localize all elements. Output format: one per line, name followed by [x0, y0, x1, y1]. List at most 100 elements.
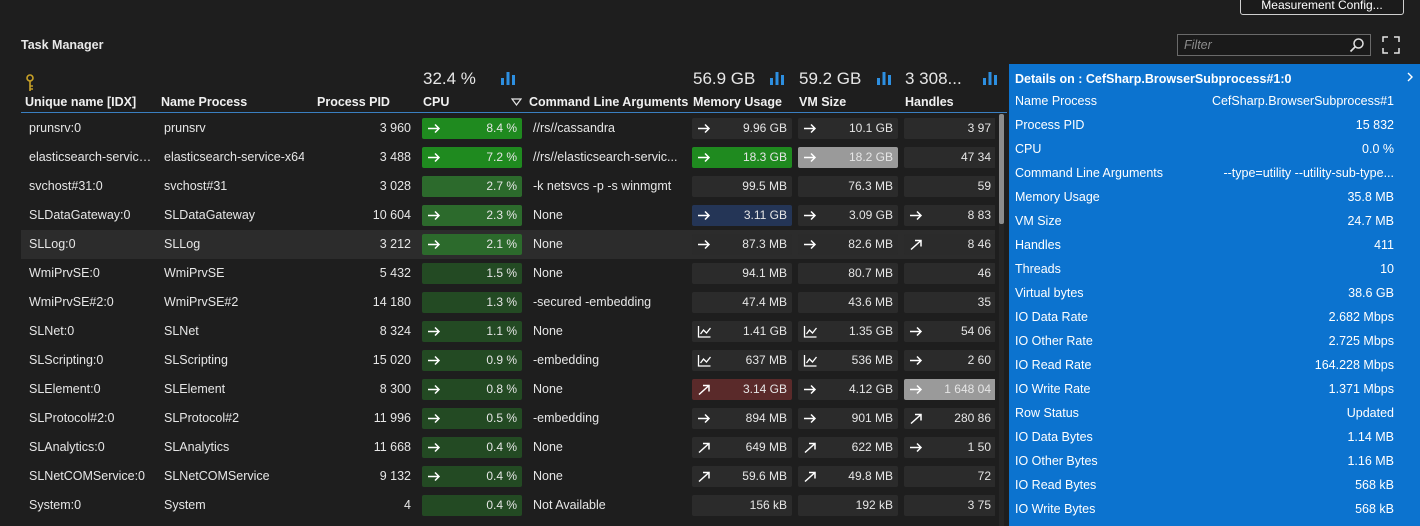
cell-memory: 156 kB [692, 495, 792, 516]
table-scrollbar[interactable] [999, 114, 1004, 526]
cell-command-line: -embedding [533, 411, 600, 425]
detail-row: IO Other Bytes 1.16 MB [1015, 449, 1394, 473]
handles-value: 8 46 [967, 237, 991, 251]
handles-value: 8 83 [967, 208, 991, 222]
cell-vm-size: 49.8 MB [798, 466, 898, 487]
arrow-up-right-icon [910, 239, 922, 251]
memory-value: 87.3 MB [742, 237, 787, 251]
search-icon[interactable] [1349, 37, 1365, 53]
scrollbar-thumb[interactable] [999, 114, 1004, 224]
table-row[interactable]: SLProtocol#2:0 SLProtocol#2 11 996 0.5 % -e… [21, 404, 995, 433]
detail-label: IO Write Rate [1015, 382, 1091, 396]
memory-value: 156 kB [749, 498, 787, 512]
cell-handles: 2 60 [904, 350, 995, 371]
measurement-config-button[interactable]: Measurement Config... [1240, 0, 1404, 15]
table-row[interactable]: System:0 System 4 0.4 % Not Available 156 kB 1… [21, 491, 995, 520]
col-process-pid[interactable]: Process PID [317, 95, 390, 109]
handles-value: 1 50 [967, 440, 991, 454]
cell-unique-name: WmiPrvSE#2:0 [29, 295, 114, 309]
table-row[interactable]: SLAnalytics:0 SLAnalytics 11 668 0.4 % None 6… [21, 433, 995, 462]
cell-command-line: -embedding [533, 353, 600, 367]
detail-row: Memory Usage 35.8 MB [1015, 185, 1394, 209]
table-row[interactable]: elasticsearch-service... elasticsearch-se… [21, 143, 995, 172]
arrow-right-icon [428, 355, 441, 366]
cell-unique-name: svchost#31:0 [29, 179, 103, 193]
cell-handles: 46 [904, 263, 995, 284]
cell-process-pid: 3 488 [379, 150, 411, 164]
cell-handles: 3 97 [904, 118, 995, 139]
col-command-line[interactable]: Command Line Arguments [529, 95, 689, 109]
cell-process-pid: 11 668 [373, 440, 411, 454]
col-memory-usage[interactable]: Memory Usage [693, 95, 782, 109]
filter-input[interactable]: Filter [1177, 34, 1371, 56]
cell-name-process: prunsrv [164, 121, 206, 135]
col-unique-name[interactable]: Unique name [IDX] [25, 95, 137, 109]
cpu-value: 7.2 % [486, 150, 517, 164]
table-row[interactable]: SLLog:0 SLLog 3 212 2.1 % None 87.3 MB 82.6 MB… [21, 230, 995, 259]
table-row[interactable]: svchost#31:0 svchost#31 3 028 2.7 % -k netsv… [21, 172, 995, 201]
cell-memory: 3.11 GB [692, 205, 792, 226]
cell-cpu: 8.4 % [422, 118, 522, 139]
table-row[interactable]: SLNet:0 SLNet 8 324 1.1 % None 1.41 GB 1.35 GB… [21, 317, 995, 346]
arrow-right-icon [910, 442, 923, 453]
detail-value: 24.7 MB [1347, 214, 1394, 228]
cell-unique-name: prunsrv:0 [29, 121, 82, 135]
arrow-right-icon [804, 152, 817, 163]
cell-cpu: 1.3 % [422, 292, 522, 313]
cpu-value: 1.5 % [486, 266, 517, 280]
arrow-right-icon [910, 326, 923, 337]
table-row[interactable]: SLScripting:0 SLScripting 15 020 0.9 % -emb… [21, 346, 995, 375]
cell-command-line: Not Available [533, 498, 606, 512]
vm-value: 192 kB [855, 498, 893, 512]
detail-row: IO Read Bytes 568 kB [1015, 473, 1394, 497]
bar-chart-icon[interactable] [769, 71, 785, 85]
col-cpu[interactable]: CPU [423, 95, 450, 109]
cell-process-pid: 8 324 [379, 324, 411, 338]
arrow-right-icon [428, 210, 441, 221]
table-row[interactable]: prunsrv:0 prunsrv 3 960 8.4 % //rs//cassandr… [21, 114, 995, 143]
cell-command-line: -k netsvcs -p -s winmgmt [533, 179, 672, 193]
detail-row: Virtual bytes 38.6 GB [1015, 281, 1394, 305]
arrow-right-icon [910, 355, 923, 366]
cell-handles: 280 86 [904, 408, 995, 429]
col-vm-size[interactable]: VM Size [799, 95, 847, 109]
detail-value: 1.16 MB [1347, 454, 1394, 468]
arrow-right-icon [698, 123, 711, 134]
detail-row: IO Write Rate 1.371 Mbps [1015, 377, 1394, 401]
bar-chart-icon[interactable] [982, 71, 998, 85]
cpu-total: 32.4 % [423, 69, 476, 88]
detail-row: IO Read Rate 164.228 Mbps [1015, 353, 1394, 377]
cpu-value: 2.7 % [486, 179, 517, 193]
cell-memory: 87.3 MB [692, 234, 792, 255]
detail-value: 10 [1380, 262, 1394, 276]
bar-chart-icon[interactable] [876, 71, 892, 85]
detail-value: CefSharp.BrowserSubprocess#1 [1211, 94, 1394, 108]
cell-handles: 54 06 [904, 321, 995, 342]
detail-label: Handles [1015, 238, 1061, 252]
key-icon [26, 74, 34, 91]
trend-chart-icon [803, 326, 818, 338]
cell-process-pid: 4 [404, 498, 411, 512]
table-row[interactable]: SLElement:0 SLElement 8 300 0.8 % None 3.14 G… [21, 375, 995, 404]
bar-chart-icon[interactable] [500, 71, 516, 85]
table-row[interactable]: WmiPrvSE#2:0 WmiPrvSE#2 14 180 1.3 % -secur… [21, 288, 995, 317]
cell-unique-name: SLLog:0 [29, 237, 76, 251]
cell-cpu: 7.2 % [422, 147, 522, 168]
cell-name-process: SLProtocol#2 [164, 411, 240, 425]
handles-value: 59 [977, 179, 991, 193]
chevron-right-icon[interactable] [1406, 72, 1414, 82]
cell-command-line: None [533, 324, 563, 338]
col-name-process[interactable]: Name Process [161, 95, 248, 109]
cell-handles: 59 [904, 176, 995, 197]
vm-value: 18.2 GB [848, 150, 893, 164]
cell-name-process: elasticsearch-service-x64 [164, 150, 304, 164]
table-row[interactable]: SLDataGateway:0 SLDataGateway 10 604 2.3 % N… [21, 201, 995, 230]
cell-memory: 3.14 GB [692, 379, 792, 400]
arrow-right-icon [698, 413, 711, 424]
sort-descending-icon[interactable] [511, 98, 522, 106]
cell-handles: 8 83 [904, 205, 995, 226]
table-row[interactable]: SLNetCOMService:0 SLNetCOMService 9 132 0.4… [21, 462, 995, 491]
table-row[interactable]: WmiPrvSE:0 WmiPrvSE 5 432 1.5 % None 94.1 MB 8… [21, 259, 995, 288]
fullscreen-icon[interactable] [1382, 36, 1400, 54]
col-handles[interactable]: Handles [905, 95, 954, 109]
